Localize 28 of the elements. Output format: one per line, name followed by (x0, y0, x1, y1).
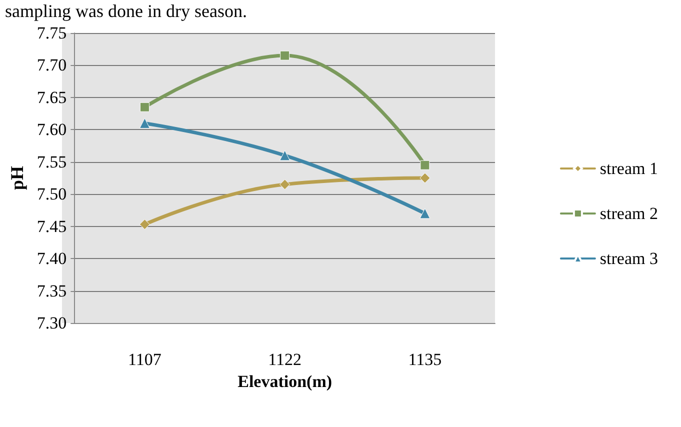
y-tick-label: 7.35 (36, 281, 67, 300)
point (139, 219, 150, 230)
y-tick-label: 7.50 (36, 184, 67, 204)
point (420, 172, 430, 184)
y-axis-title: pH (7, 166, 27, 190)
point (280, 179, 290, 190)
y-tick-label: 7.60 (36, 120, 67, 140)
y-tick-label: 7.65 (36, 88, 67, 107)
y-tick-label: 7.70 (36, 56, 67, 75)
y-tick-label: 7.40 (36, 249, 67, 268)
x-tick-label: 1135 (408, 350, 442, 369)
x-tick-label: 1107 (128, 350, 162, 369)
point (139, 118, 150, 128)
point (280, 50, 290, 60)
y-tick-label: 7.30 (36, 314, 67, 332)
y-tick-label: 7.75 (36, 24, 67, 42)
legend-label: stream 2 (600, 204, 658, 223)
legend-label: stream 1 (600, 159, 658, 178)
point (280, 150, 290, 161)
text: sampling was done in dry season. (5, 1, 247, 21)
x-tick-label: 1122 (268, 350, 302, 369)
y-tick-label: 7.45 (36, 216, 67, 236)
legend-label: stream 3 (600, 249, 658, 268)
point (420, 160, 430, 170)
point (420, 208, 430, 219)
y-tick-label: 7.55 (36, 152, 67, 172)
point (140, 102, 150, 112)
x-axis-title: Elevation(m) (238, 372, 332, 391)
